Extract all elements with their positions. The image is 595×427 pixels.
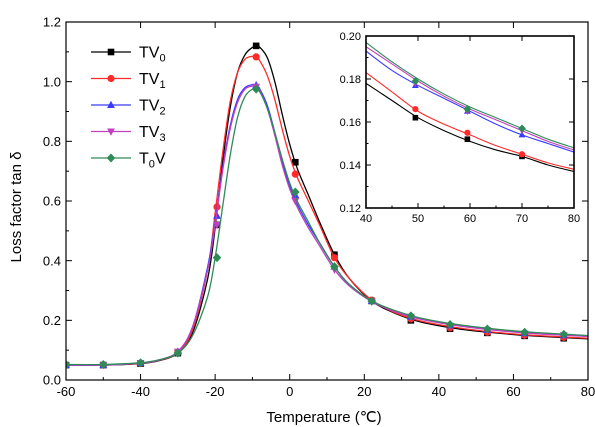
legend-label: T0V <box>139 151 166 171</box>
y-tick-label: 0.20 <box>340 31 361 43</box>
legend-label: TV2 <box>139 98 166 118</box>
marker-triangle-up <box>107 100 115 108</box>
y-tick-label: 1.2 <box>43 15 61 30</box>
marker-diamond <box>445 320 455 330</box>
x-tick-label: -60 <box>57 384 76 399</box>
marker-square <box>412 114 419 121</box>
marker-circle <box>291 170 299 178</box>
marker-circle <box>518 151 526 158</box>
marker-diamond <box>411 77 420 86</box>
legend: TV0 TV1 TV2 TV3 T0V <box>91 45 166 171</box>
y-tick-label: 0.14 <box>340 160 361 172</box>
y-tick-label: 0.6 <box>43 194 61 209</box>
marker-triangle-down <box>107 128 115 136</box>
marker-circle <box>330 254 339 262</box>
marker-triangle-down <box>213 221 221 230</box>
marker-circle <box>464 129 471 136</box>
x-tick-label: 20 <box>357 384 371 399</box>
y-tick-label: 0.4 <box>43 253 61 268</box>
series-group <box>66 42 588 370</box>
marker-diamond <box>367 296 377 306</box>
marker-diamond <box>559 329 569 339</box>
marker-diamond <box>212 253 222 263</box>
x-tick-label: 0 <box>286 384 293 399</box>
x-tick-label: 60 <box>464 213 476 225</box>
x-tick-label: 80 <box>581 384 595 399</box>
inset-plot: 40 50 60 70 80 0.12 0.14 0.16 0.18 0.20 <box>340 31 581 225</box>
series-line <box>366 50 574 153</box>
marker-diamond <box>136 358 145 368</box>
marker-square <box>292 158 299 166</box>
marker-diamond <box>106 153 116 163</box>
legend-label: TV1 <box>139 71 166 91</box>
marker-circle <box>252 53 260 61</box>
series-line <box>366 72 574 170</box>
y-tick-label: 0.2 <box>43 313 61 328</box>
y-axis-label: Loss factor tan δ <box>8 152 25 263</box>
x-tick-label: 40 <box>360 213 372 225</box>
y-tick-label: 0.8 <box>43 134 61 149</box>
x-tick-label: -40 <box>131 384 150 399</box>
y-tick-label: 0.0 <box>43 373 61 388</box>
marker-square <box>252 42 260 50</box>
y-tick-label: 1.0 <box>43 74 61 89</box>
x-axis-label: Temperature (℃) <box>266 409 381 426</box>
marker-diamond <box>251 84 261 94</box>
plot-frame <box>365 35 575 209</box>
legend-label: TV0 <box>139 45 166 65</box>
legend-label: TV3 <box>139 124 166 144</box>
series-line <box>66 87 588 366</box>
plot-frame <box>65 21 589 381</box>
x-tick-label: 60 <box>506 384 520 399</box>
marker-square <box>464 136 471 142</box>
series-line <box>66 55 588 366</box>
marker-diamond <box>518 124 526 133</box>
x-tick-label: 70 <box>516 213 528 225</box>
marker-diamond <box>330 262 339 272</box>
marker-circle <box>412 106 419 113</box>
x-tick-label: -20 <box>206 384 225 399</box>
x-tick-label: 40 <box>432 384 446 399</box>
marker-diamond <box>520 327 529 337</box>
marker-circle <box>107 74 115 83</box>
x-tick-label: 50 <box>412 213 424 225</box>
marker-diamond <box>406 311 416 321</box>
series-line <box>366 42 574 149</box>
y-tick-label: 0.12 <box>340 203 361 215</box>
inset-background <box>340 36 574 208</box>
marker-diamond <box>98 359 108 369</box>
marker-square <box>107 48 115 56</box>
y-tick-label: 0.18 <box>340 74 361 86</box>
x-tick-label: 80 <box>568 213 580 225</box>
marker-diamond <box>483 324 492 334</box>
y-tick-label: 0.16 <box>340 117 361 129</box>
marker-diamond <box>463 105 472 114</box>
series-group <box>366 42 574 172</box>
marker-diamond <box>291 187 300 197</box>
marker-diamond <box>173 348 183 358</box>
main-plot: -60 -40 -20 0 20 40 60 80 0.0 0.2 0.4 0.6 0.8 1.0 1.2 <box>43 15 595 399</box>
marker-diamond <box>66 359 71 369</box>
